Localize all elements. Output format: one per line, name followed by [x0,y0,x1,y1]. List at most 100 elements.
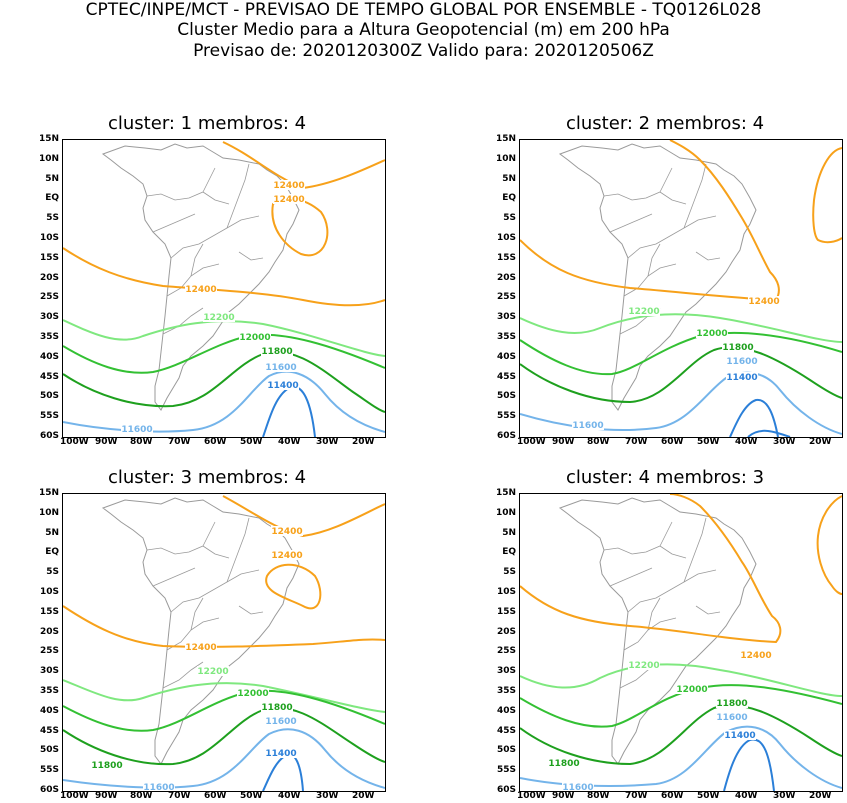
lat-tick-label: 25S [39,646,59,657]
lon-tick-label: 70W [168,437,191,447]
contour-label-bg [273,180,305,190]
contour-label: 11400 [724,731,755,741]
lon-tick-label: 60W [661,791,684,801]
country-border [190,597,204,631]
contour-11800 [63,351,385,413]
lat-tick-label: 5S [46,567,59,578]
lon-tick-label: 20W [809,437,832,447]
forecast-dates: Previsao de: 2020120300Z Valido para: 20… [193,41,654,61]
contour-label-bg [271,550,303,560]
country-border [170,215,260,259]
contour-label-bg [197,666,229,676]
country-border [603,191,687,205]
lat-tick-label: 45S [39,371,59,382]
lon-tick-label: 70W [168,791,191,801]
contour-label: 11400 [265,749,296,759]
lon-tick-label: 20W [352,437,375,447]
map-panel-1: 12400 12400 12400 12200 12000 11800 11600 11400… [62,139,386,438]
contour-12000 [63,689,385,732]
contour-label: 12000 [239,333,270,343]
contour-12000 [520,684,842,728]
contour-label: 11800 [716,699,747,709]
contour-label: 12400 [273,181,304,191]
lon-tick-label: 30W [316,791,339,801]
contour-12200 [520,313,842,343]
lat-tick-label: 55S [496,765,516,776]
map-canvas: 12400 12400 12400 12200 12000 11800 11600 11400… [63,141,385,437]
contour-label: 11600 [716,713,747,723]
contour-label: 11800 [261,703,292,713]
country-border [152,213,196,233]
contour-11400 [262,753,304,791]
contour-12000 [63,333,385,374]
contour-label-bg [267,380,299,390]
lat-tick-label: 20S [39,272,59,283]
contour-label-bg [716,698,748,708]
lon-tick-label: 80W [130,437,153,447]
country-border [226,163,250,229]
lon-tick-label: 50W [240,437,263,447]
lat-tick-label: 25S [496,292,516,303]
lat-tick-label: 10S [496,233,516,243]
coastline [101,143,300,411]
lat-tick-label: 60S [39,785,59,795]
contour-label-bg [696,328,728,338]
lat-tick-label: 60S [39,431,59,441]
contour-label: 12200 [628,307,659,317]
contour-label-bg [572,420,604,430]
contour-label-bg [628,306,660,316]
contour-label: 12400 [185,643,216,653]
contour-label-bg [121,424,153,434]
lat-tick-label: 10S [496,587,516,597]
lat-tick-label: 35S [496,686,516,696]
lat-tick-label: 50S [496,391,516,402]
lon-tick-label: 40W [735,791,758,801]
contour-label-bg [628,660,660,670]
contour-label: 11800 [722,343,753,353]
contour-label: 11800 [261,347,292,357]
map-panel-2: 12400 12200 12000 11800 11600 11400 11600 [519,139,843,438]
lon-tick-label: 60W [204,791,227,801]
lat-tick-label: 30S [39,666,59,677]
contour-12200 [520,663,842,697]
country-border [659,521,673,547]
contour-12200 [63,679,385,713]
lon-tick-label: 90W [95,791,118,801]
country-border [238,605,264,615]
contour-label-bg [185,284,217,294]
contour-11400 [262,385,316,437]
contour-label-bg [261,346,293,356]
lon-tick-label: 50W [240,791,263,801]
country-border [603,545,687,559]
lon-tick-label: 30W [316,437,339,447]
map-panel-3: 12400 12400 12400 12200 12000 11800 11600 11400… [62,493,386,792]
panel-title-3: cluster: 3 membros: 4 [108,467,307,488]
country-border [647,243,661,277]
lat-tick-label: 45S [39,725,59,736]
contour-label-bg [726,356,758,366]
lat-tick-label: 5S [503,213,516,224]
lon-tick-label: 50W [697,791,720,801]
lat-tick-label: 5N [502,173,516,184]
contour-label: 12400 [271,527,302,537]
contour-label: 12200 [197,667,228,677]
country-border [226,517,250,583]
lat-tick-label: 20S [496,626,516,637]
contour-label: 11800 [91,761,122,771]
country-border [609,213,653,233]
lon-tick-label: 100W [517,791,546,801]
contour-12000 [520,331,842,376]
lon-tick-label: 20W [352,791,375,801]
contour-label-bg [265,362,297,372]
contour-11800 [63,706,385,766]
lon-tick-label: 40W [735,437,758,447]
contour-12400 [812,147,842,244]
lat-tick-label: EQ [45,547,59,558]
lon-tick-label: 30W [773,437,796,447]
lat-tick-label: 30S [496,666,516,677]
map-panel-4: 12400 12200 12000 11800 11600 11400 11600 11800 [519,493,843,792]
contour-label: 12400 [748,297,779,307]
contour-12400 [265,563,322,610]
lon-tick-label: 90W [95,437,118,447]
contour-label-bg [726,372,758,382]
